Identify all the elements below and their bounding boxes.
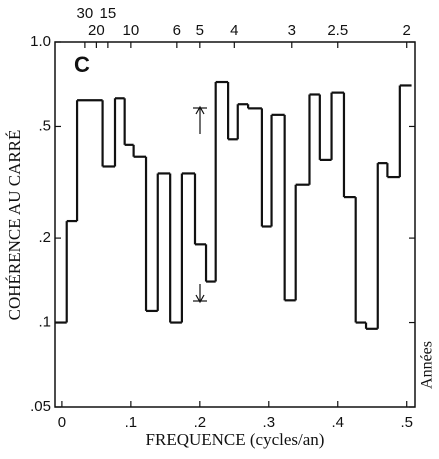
plot-frame [54, 41, 416, 408]
error-bar-annotations [193, 105, 207, 304]
y-tick-label: .1 [38, 314, 51, 331]
x2-tick-label: 20 [88, 22, 105, 39]
panel-label: C [74, 52, 90, 77]
x2-tick-label: 5 [196, 22, 204, 39]
x2-tick-label: 30 [77, 5, 94, 22]
y-tick-label: .2 [38, 229, 51, 246]
x2-tick-label: 3 [288, 22, 296, 39]
x-tick-label: .1 [125, 414, 138, 431]
x-tick-label: 0 [58, 414, 66, 431]
x2-tick-label: 10 [123, 22, 140, 39]
x2-axis-label: Années [419, 341, 436, 389]
y-axis-label: COHÉRENCE AU CARRÉ [5, 130, 24, 321]
x-tick-label: .5 [400, 414, 413, 431]
x-tick-label: .3 [263, 414, 276, 431]
x-axis-label: FREQUENCE (cycles/an) [146, 430, 325, 449]
y-tick-label: .05 [30, 398, 51, 415]
arrow-head [195, 294, 205, 304]
y-tick-label: .5 [38, 117, 51, 134]
x2-tick-label: 4 [230, 22, 238, 39]
y-tick-label: 1.0 [30, 33, 51, 50]
x2-tick-label: 2.5 [327, 22, 348, 39]
x2-tick-label: 2 [403, 22, 411, 39]
x2-tick-label: 15 [100, 5, 117, 22]
x2-tick-label: 6 [173, 22, 181, 39]
x-tick-label: .4 [332, 414, 345, 431]
arrow-head [195, 105, 205, 115]
x-tick-label: .2 [194, 414, 207, 431]
